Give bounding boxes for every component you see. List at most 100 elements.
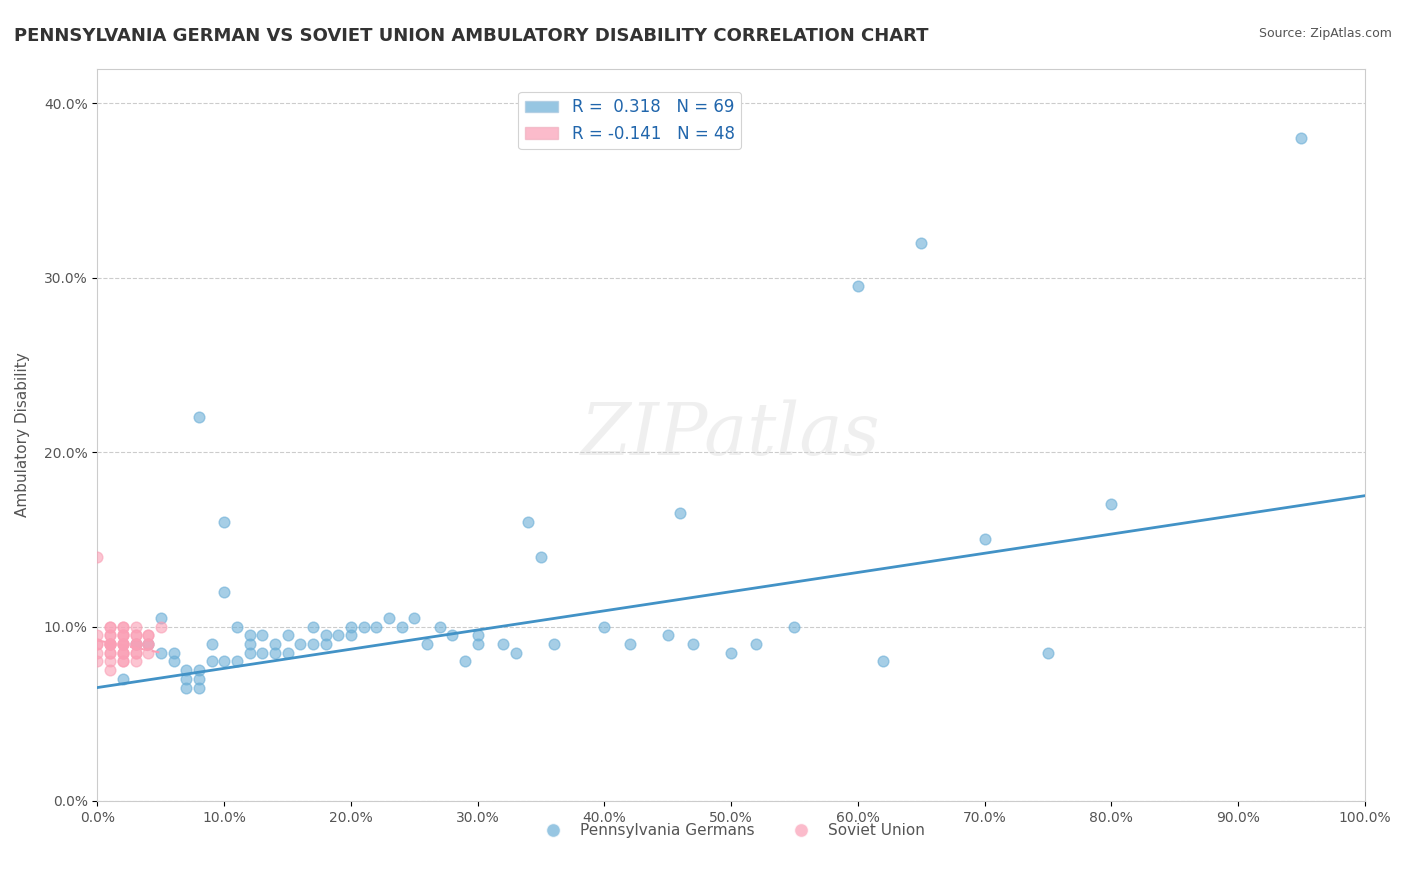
Point bbox=[200, 637, 222, 651]
Point bbox=[111, 672, 134, 686]
Point bbox=[98, 619, 121, 633]
Point bbox=[238, 646, 260, 660]
Point bbox=[619, 637, 641, 651]
Point bbox=[252, 628, 274, 642]
Point bbox=[86, 646, 108, 660]
Point bbox=[136, 628, 159, 642]
Point bbox=[98, 646, 121, 660]
Point bbox=[366, 619, 388, 633]
Point bbox=[846, 279, 869, 293]
Point bbox=[657, 628, 679, 642]
Point bbox=[98, 619, 121, 633]
Point bbox=[910, 235, 932, 250]
Point bbox=[98, 637, 121, 651]
Point bbox=[669, 506, 692, 520]
Point bbox=[416, 637, 439, 651]
Point bbox=[86, 637, 108, 651]
Point bbox=[98, 628, 121, 642]
Point bbox=[187, 672, 209, 686]
Point bbox=[252, 646, 274, 660]
Point bbox=[378, 611, 401, 625]
Point bbox=[136, 646, 159, 660]
Point bbox=[264, 637, 287, 651]
Point bbox=[124, 619, 146, 633]
Point bbox=[593, 619, 616, 633]
Point bbox=[1291, 131, 1313, 145]
Point bbox=[353, 619, 375, 633]
Point bbox=[124, 637, 146, 651]
Text: ZIPatlas: ZIPatlas bbox=[581, 400, 882, 470]
Point bbox=[111, 637, 134, 651]
Point bbox=[302, 619, 325, 633]
Point bbox=[98, 637, 121, 651]
Point bbox=[277, 628, 299, 642]
Point bbox=[86, 654, 108, 668]
Text: PENNSYLVANIA GERMAN VS SOVIET UNION AMBULATORY DISABILITY CORRELATION CHART: PENNSYLVANIA GERMAN VS SOVIET UNION AMBU… bbox=[14, 27, 928, 45]
Point bbox=[98, 637, 121, 651]
Point bbox=[111, 646, 134, 660]
Point bbox=[1099, 498, 1122, 512]
Point bbox=[111, 646, 134, 660]
Point bbox=[162, 646, 184, 660]
Point bbox=[290, 637, 312, 651]
Point bbox=[277, 646, 299, 660]
Point bbox=[111, 646, 134, 660]
Point bbox=[111, 637, 134, 651]
Point bbox=[111, 628, 134, 642]
Point bbox=[111, 654, 134, 668]
Point bbox=[98, 654, 121, 668]
Point bbox=[98, 663, 121, 677]
Point bbox=[174, 681, 197, 695]
Point bbox=[212, 515, 235, 529]
Point bbox=[174, 663, 197, 677]
Point bbox=[212, 584, 235, 599]
Point bbox=[136, 637, 159, 651]
Point bbox=[264, 646, 287, 660]
Point bbox=[136, 628, 159, 642]
Legend: Pennsylvania Germans, Soviet Union: Pennsylvania Germans, Soviet Union bbox=[531, 817, 931, 845]
Point bbox=[174, 672, 197, 686]
Point bbox=[872, 654, 894, 668]
Point bbox=[783, 619, 806, 633]
Point bbox=[543, 637, 565, 651]
Point bbox=[86, 628, 108, 642]
Point bbox=[315, 628, 337, 642]
Point bbox=[111, 628, 134, 642]
Point bbox=[187, 663, 209, 677]
Point bbox=[149, 619, 172, 633]
Point bbox=[98, 646, 121, 660]
Point bbox=[720, 646, 742, 660]
Point bbox=[404, 611, 426, 625]
Point bbox=[111, 637, 134, 651]
Point bbox=[429, 619, 451, 633]
Point bbox=[225, 654, 247, 668]
Point bbox=[454, 654, 477, 668]
Y-axis label: Ambulatory Disability: Ambulatory Disability bbox=[15, 352, 30, 517]
Point bbox=[86, 549, 108, 564]
Point bbox=[328, 628, 350, 642]
Point bbox=[745, 637, 768, 651]
Point bbox=[517, 515, 540, 529]
Point bbox=[136, 637, 159, 651]
Point bbox=[124, 637, 146, 651]
Point bbox=[111, 619, 134, 633]
Point bbox=[530, 549, 553, 564]
Point bbox=[124, 628, 146, 642]
Point bbox=[124, 628, 146, 642]
Point bbox=[149, 646, 172, 660]
Point bbox=[86, 637, 108, 651]
Point bbox=[225, 619, 247, 633]
Point bbox=[315, 637, 337, 651]
Point bbox=[136, 637, 159, 651]
Point bbox=[111, 628, 134, 642]
Point bbox=[187, 681, 209, 695]
Point bbox=[467, 628, 489, 642]
Point bbox=[124, 646, 146, 660]
Point bbox=[200, 654, 222, 668]
Point bbox=[98, 637, 121, 651]
Point bbox=[98, 637, 121, 651]
Point bbox=[124, 646, 146, 660]
Point bbox=[111, 654, 134, 668]
Point bbox=[302, 637, 325, 651]
Point bbox=[441, 628, 464, 642]
